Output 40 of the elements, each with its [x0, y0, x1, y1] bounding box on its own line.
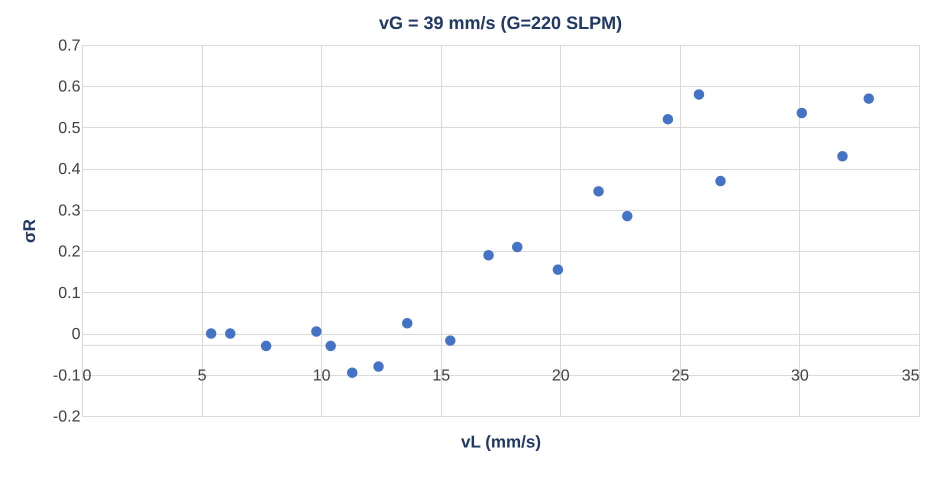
point — [346, 367, 358, 378]
point — [373, 361, 384, 372]
point — [662, 114, 674, 124]
x-tick-label: 10 — [312, 367, 331, 384]
x-tick-label: 25 — [671, 367, 690, 384]
y-tick-label: 0.7 — [58, 38, 81, 54]
x-tick-label: 30 — [791, 367, 809, 384]
y-tick-label: 0.2 — [58, 244, 81, 261]
y-tick-label: 0.6 — [58, 78, 81, 96]
point — [864, 93, 874, 104]
x-axis-title: vL (mm/s) — [461, 432, 541, 452]
point — [593, 186, 604, 197]
point — [206, 328, 216, 339]
point — [694, 89, 704, 100]
point — [445, 335, 456, 346]
point — [715, 176, 726, 186]
point — [796, 108, 808, 118]
y-tick-label: 0.5 — [58, 120, 81, 137]
y-tick-label: 0.3 — [58, 202, 81, 220]
point — [260, 340, 272, 352]
chart-title: vG = 39 mm/s (G=220 SLPM) — [378, 13, 622, 33]
y-axis-title: σR — [20, 219, 39, 243]
y-tick-label: -0.1 — [52, 367, 81, 384]
point — [325, 340, 336, 352]
x-tick-label: 5 — [198, 367, 207, 384]
x-tick-label: 20 — [552, 367, 570, 384]
y-tick-label: -0.2 — [52, 408, 81, 426]
y-tick-label: 0 — [72, 326, 81, 344]
point — [512, 242, 522, 252]
x-tick-label: 35 — [902, 367, 920, 384]
point — [402, 318, 412, 328]
point — [622, 210, 632, 222]
point — [837, 151, 848, 162]
point — [225, 328, 236, 339]
point — [483, 250, 494, 260]
y-tick-label: 0.1 — [58, 284, 81, 302]
y-tick-label: 0.4 — [58, 161, 81, 178]
x-tick-label: 15 — [432, 367, 450, 384]
point — [552, 264, 564, 275]
point — [311, 326, 322, 337]
